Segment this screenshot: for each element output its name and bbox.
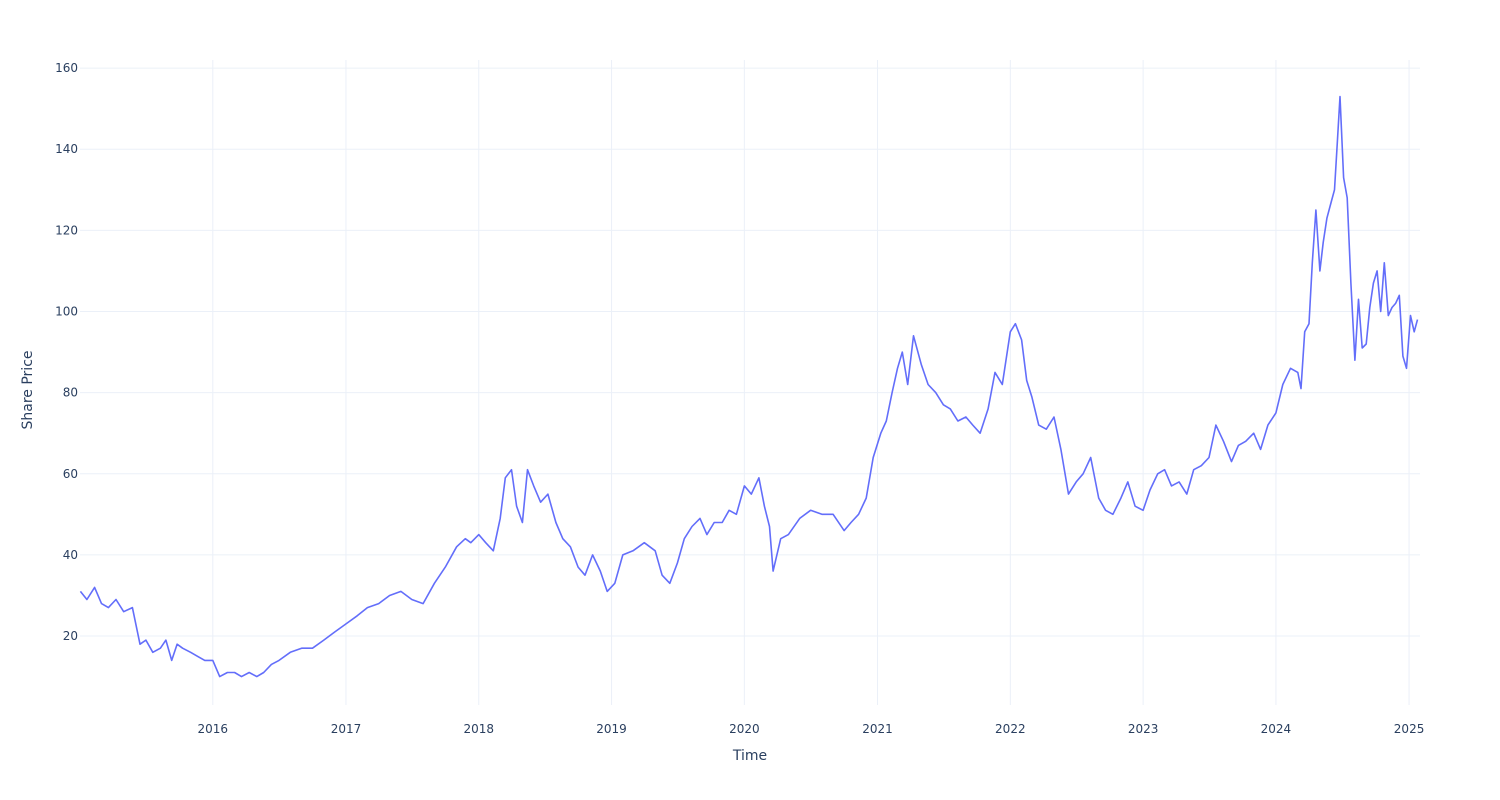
x-tick-label: 2020 — [729, 722, 760, 736]
y-tick-label: 20 — [63, 629, 78, 643]
x-axis-title: Time — [732, 748, 767, 764]
y-tick-label: 40 — [63, 548, 78, 562]
y-tick-label: 100 — [55, 305, 78, 319]
gridlines — [80, 60, 1420, 705]
y-tick-label: 60 — [63, 467, 78, 481]
y-tick-label: 160 — [55, 61, 78, 75]
x-tick-label: 2021 — [862, 722, 893, 736]
x-tick-label: 2025 — [1394, 722, 1425, 736]
x-tick-label: 2024 — [1261, 722, 1292, 736]
x-tick-label: 2022 — [995, 722, 1026, 736]
plot-area — [79, 95, 1419, 678]
x-tick-label: 2018 — [463, 722, 494, 736]
x-tick-label: 2017 — [331, 722, 362, 736]
y-tick-label: 120 — [55, 223, 78, 237]
y-axis-title: Share Price — [20, 350, 36, 429]
y-tick-label: 80 — [63, 386, 78, 400]
series-line — [79, 95, 1419, 678]
x-tick-label: 2019 — [596, 722, 627, 736]
y-axis-ticks: 20 40 60 80 100 120 140 160 — [55, 61, 78, 643]
x-axis-ticks: 2016 2017 2018 2019 2020 2021 2022 2023 2024 2025 — [198, 722, 1425, 736]
y-tick-label: 140 — [55, 142, 78, 156]
x-tick-label: 2016 — [198, 722, 229, 736]
x-tick-label: 2023 — [1128, 722, 1159, 736]
